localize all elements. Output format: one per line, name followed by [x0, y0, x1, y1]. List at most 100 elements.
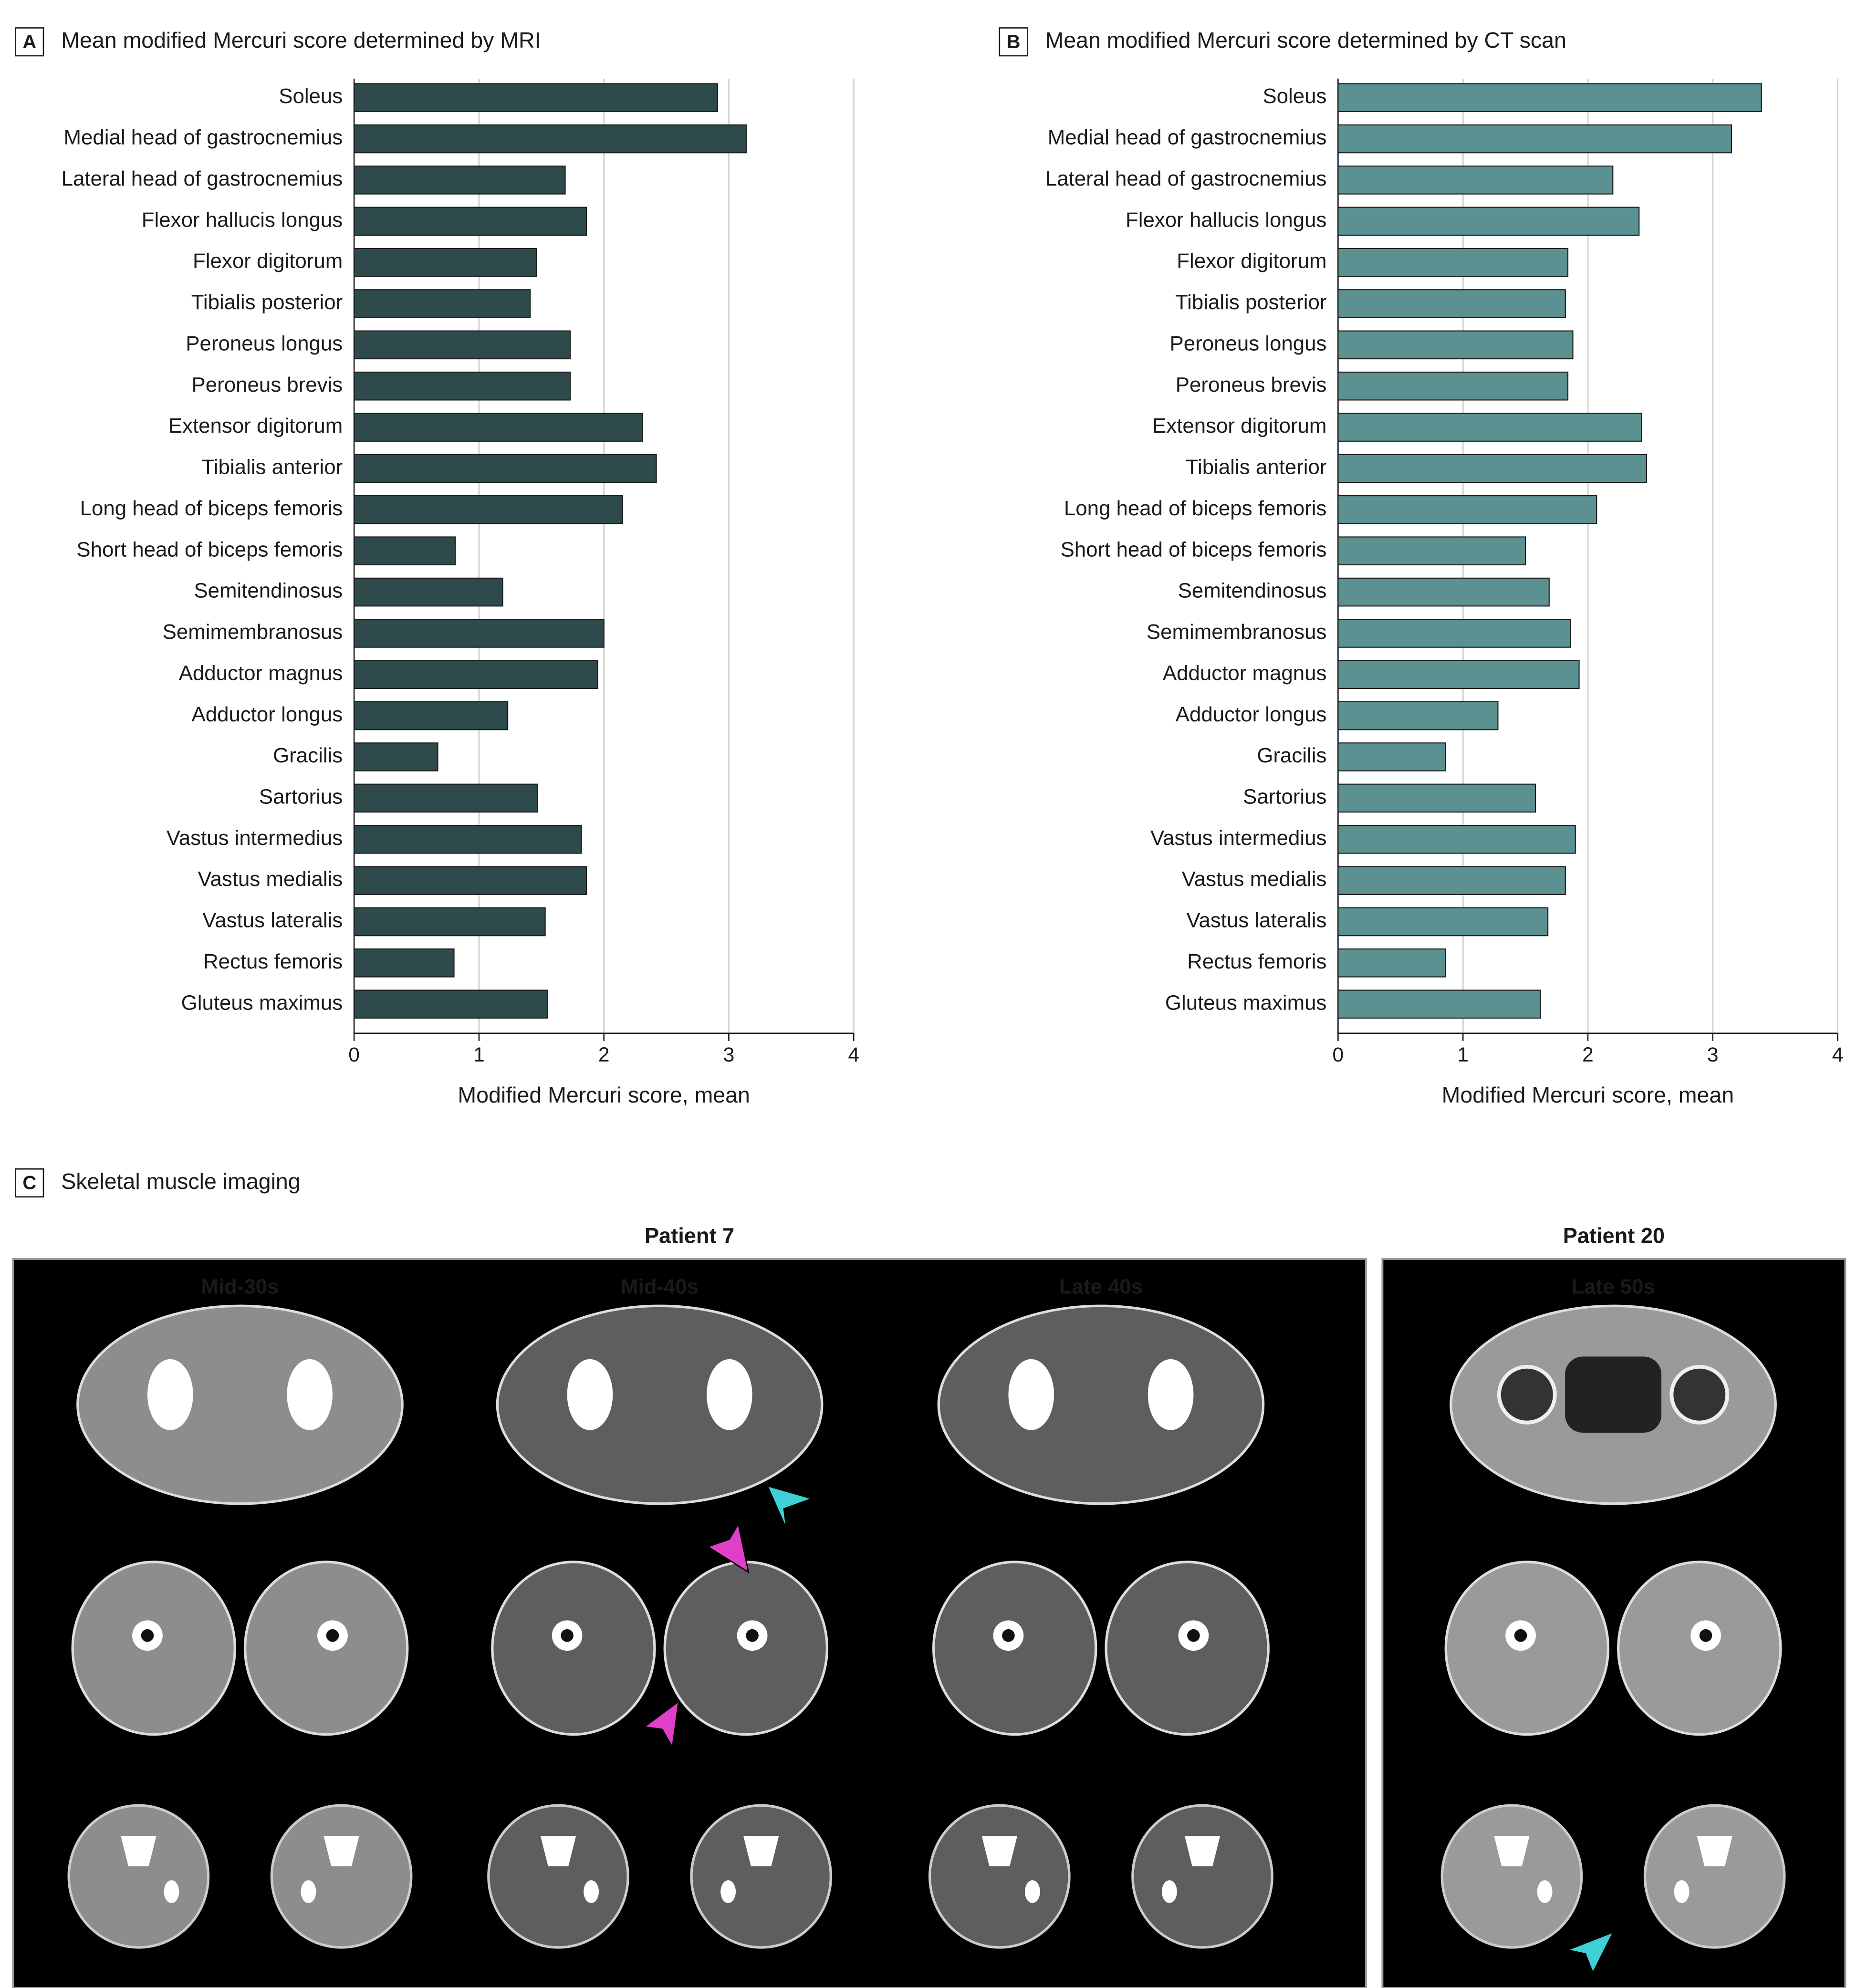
y-tick-label: Vastus medialis — [198, 867, 343, 891]
bar — [1337, 783, 1536, 813]
fibula — [164, 1880, 179, 1903]
bar — [354, 248, 537, 277]
y-tick-label: Lateral head of gastrocnemius — [1045, 167, 1327, 190]
bar — [354, 619, 605, 648]
panel-label: C — [22, 1173, 36, 1194]
y-tick-label: Long head of biceps femoris — [1064, 497, 1327, 520]
x-tick-label: 1 — [1457, 1044, 1469, 1066]
marrow — [1187, 1629, 1200, 1642]
bar — [354, 783, 539, 813]
y-tick-label: Semitendinosus — [1178, 579, 1327, 603]
bar — [354, 207, 587, 236]
y-tick-label: Sartorius — [259, 785, 343, 808]
y-tick-label: Tibialis anterior — [202, 456, 343, 479]
y-tick-label: Vastus lateralis — [1187, 909, 1327, 932]
y-tick-label: Soleus — [279, 84, 343, 108]
marrow — [746, 1629, 759, 1642]
bladder — [1565, 1356, 1662, 1433]
y-tick-label: Flexor hallucis longus — [1126, 208, 1326, 231]
panel-title: Skeletal muscle imaging — [61, 1169, 300, 1194]
arrowhead — [1565, 1931, 1615, 1975]
y-tick-label: Short head of biceps femoris — [76, 538, 343, 561]
bar — [354, 948, 455, 978]
bar — [1337, 248, 1569, 277]
pelvis-scan — [76, 1304, 404, 1505]
fibula — [1024, 1880, 1040, 1903]
bar — [354, 701, 509, 730]
marrow — [326, 1629, 339, 1642]
bar — [1337, 866, 1566, 895]
calf-scan — [67, 1804, 210, 1949]
calf-scan — [690, 1804, 833, 1949]
y-tick-label: Medial head of gastrocnemius — [1048, 126, 1327, 149]
bar — [1337, 371, 1569, 401]
y-tick-label: Gluteus maximus — [181, 991, 343, 1014]
y-tick-label: Soleus — [1262, 84, 1326, 108]
pelvis-scan — [937, 1304, 1265, 1505]
patient-title: Patient 7 — [645, 1224, 734, 1248]
y-tick-label: Semitendinosus — [194, 579, 343, 603]
marrow — [1514, 1629, 1527, 1642]
bone — [287, 1359, 333, 1430]
x-axis-label: Modified Mercuri score, mean — [1442, 1082, 1734, 1107]
chart-title: Mean modified Mercuri score determined b… — [61, 28, 541, 52]
x-tick-label: 2 — [598, 1044, 610, 1066]
bar — [354, 371, 571, 401]
y-tick-label: Short head of biceps femoris — [1061, 538, 1327, 561]
bar — [354, 742, 438, 771]
bone — [567, 1359, 613, 1430]
y-tick-label: Adductor longus — [191, 703, 343, 726]
tibia — [743, 1836, 779, 1866]
y-tick-label: Long head of biceps femoris — [80, 497, 343, 520]
arrowhead — [766, 1485, 814, 1530]
y-tick-label: Vastus lateralis — [202, 909, 343, 932]
y-tick-label: Gluteus maximus — [1165, 991, 1327, 1014]
bar — [1337, 330, 1574, 360]
bar — [354, 166, 566, 195]
panel-label: B — [1007, 31, 1021, 52]
panel-label: A — [22, 31, 36, 52]
bar — [354, 989, 548, 1019]
bar — [354, 577, 503, 607]
bar — [1337, 989, 1541, 1019]
patient-title: Patient 20 — [1563, 1224, 1665, 1248]
bar — [1337, 824, 1576, 854]
bone — [1148, 1359, 1194, 1430]
scan-images — [487, 1304, 833, 1949]
bar — [1337, 619, 1571, 648]
fibula — [1537, 1880, 1553, 1903]
timepoint-label: Mid-40s — [621, 1275, 699, 1299]
bar — [354, 824, 582, 854]
x-tick-label: 3 — [723, 1044, 735, 1066]
bone — [706, 1359, 752, 1430]
y-tick-label: Adductor longus — [1176, 703, 1327, 726]
bar — [1337, 124, 1732, 154]
panel-label-box — [15, 1168, 44, 1198]
calf-scan — [487, 1804, 629, 1949]
bar — [1337, 536, 1526, 565]
y-tick-label: Semimembranosus — [163, 620, 343, 644]
bar — [354, 866, 587, 895]
arrowhead — [643, 1700, 680, 1749]
y-tick-label: Peroneus longus — [186, 332, 343, 355]
tibia — [1494, 1836, 1530, 1866]
tibia — [540, 1836, 576, 1866]
y-tick-label: Flexor digitorum — [193, 250, 343, 273]
bar — [354, 495, 624, 524]
y-tick-label: Flexor digitorum — [1177, 250, 1326, 273]
bar — [354, 907, 546, 937]
marrow — [141, 1629, 154, 1642]
scan-images — [928, 1304, 1273, 1949]
y-tick-label: Extensor digitorum — [168, 414, 343, 437]
bar — [1337, 495, 1597, 524]
x-tick-label: 0 — [348, 1044, 360, 1066]
bar — [1337, 701, 1499, 730]
y-tick-label: Flexor hallucis longus — [142, 208, 343, 231]
bar — [1337, 207, 1640, 236]
x-tick-label: 3 — [1707, 1044, 1719, 1066]
bar — [1337, 660, 1580, 689]
x-tick-label: 0 — [1333, 1044, 1344, 1066]
marrow — [1002, 1629, 1015, 1642]
x-axis-label: Modified Mercuri score, mean — [458, 1082, 750, 1107]
tibia — [1697, 1836, 1732, 1866]
